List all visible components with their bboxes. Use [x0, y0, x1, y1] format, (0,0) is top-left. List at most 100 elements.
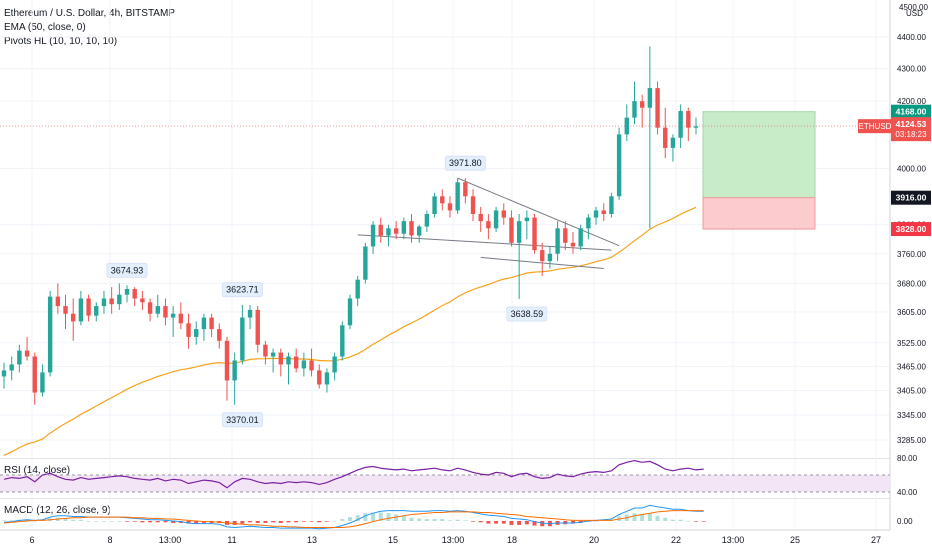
current-price-badge: 4124.53: [896, 119, 927, 129]
candle-body: [71, 313, 76, 322]
candle-body: [386, 228, 391, 236]
candle-body: [547, 253, 553, 262]
macd-histogram-bar: [355, 515, 360, 521]
pivot-label-2: 3370.01: [226, 415, 259, 425]
macd-histogram-bar: [294, 521, 299, 523]
candle-body: [393, 228, 399, 234]
candle-body: [278, 352, 283, 365]
candle-body: [147, 302, 153, 314]
candle-body: [47, 296, 53, 373]
macd-histogram-bar: [148, 521, 153, 523]
macd-histogram-bar: [486, 521, 491, 524]
rsi-pane-separator[interactable]: [0, 458, 890, 459]
macd-histogram-bar: [701, 521, 706, 522]
price-tick-label-12: 3285.00: [897, 436, 926, 445]
pivots-legend[interactable]: Pivots HL (10, 10, 10, 10): [4, 36, 118, 47]
time-tick-label-8: 20: [589, 535, 599, 545]
candle-body: [270, 352, 276, 357]
countdown-badge: 03:18:23: [895, 130, 927, 139]
macd-histogram-bar: [94, 521, 99, 522]
candle-body: [409, 221, 414, 236]
macd-histogram-bar: [125, 521, 130, 522]
macd-histogram-bar: [401, 515, 406, 521]
time-tick-label-7: 18: [507, 535, 517, 545]
macd-histogram-bar: [494, 521, 499, 524]
candle-body: [532, 217, 537, 251]
candle-body: [432, 196, 437, 214]
candle-body: [170, 313, 176, 318]
candle-body: [509, 217, 514, 243]
candle-body: [655, 88, 660, 128]
candle-body: [286, 356, 291, 365]
macd-histogram-bar: [9, 520, 14, 521]
macd-histogram-bar: [63, 518, 68, 521]
candle-body: [332, 356, 337, 373]
time-tick-label-6: 13:00: [442, 535, 465, 545]
macd-histogram-bar: [440, 519, 445, 521]
macd-histogram-bar: [409, 517, 414, 521]
macd-histogram-bar: [686, 521, 691, 522]
price-tick-label-8: 3525.00: [897, 339, 926, 348]
candle-body: [424, 213, 430, 227]
rsi-legend[interactable]: RSI (14, close): [4, 465, 71, 476]
macd-histogram-bar: [371, 512, 376, 521]
symbol-badge-bg: [858, 119, 892, 134]
candle-body: [224, 340, 230, 381]
macd-legend[interactable]: MACD (12, 26, close, 9): [4, 505, 111, 516]
candle-body: [124, 289, 130, 295]
candle-body: [486, 221, 491, 229]
macd-histogram-bar: [232, 521, 237, 525]
macd-histogram-bar: [25, 519, 30, 521]
stop-price-badge-bg: [891, 222, 931, 237]
macd-histogram-bar: [509, 521, 514, 525]
ema-legend[interactable]: EMA (50, close, 0): [4, 22, 86, 33]
stop-price-badge: 3828.00: [896, 224, 927, 234]
macd-histogram-bar: [2, 520, 6, 521]
candle-body: [639, 101, 645, 108]
candle-body: [663, 127, 668, 148]
time-tick-label-5: 15: [388, 535, 398, 545]
candle-body: [601, 210, 606, 214]
macd-histogram-bar: [424, 519, 429, 521]
candle-body: [570, 242, 576, 247]
macd-pane-separator[interactable]: [0, 498, 890, 499]
pivot-label-box-1: [221, 282, 263, 298]
candle-body: [17, 350, 22, 365]
pivot-label-4: 3638.59: [511, 309, 544, 319]
candle-body: [470, 196, 476, 214]
time-tick-label-0: 6: [29, 535, 34, 545]
macd-histogram-bar: [155, 521, 160, 523]
trendline-0: [357, 234, 612, 251]
candle-body: [178, 313, 184, 324]
price-tick-label-0: 4400.00: [897, 33, 926, 42]
candle-body: [232, 360, 237, 381]
price-tick-label-5: 3760.00: [897, 250, 926, 259]
price-tick-label-2: 4200.00: [897, 97, 926, 106]
rsi-line: [3, 459, 704, 489]
candle-body: [86, 298, 91, 316]
target-price-badge-bg: [891, 104, 931, 119]
candle-body: [78, 298, 84, 322]
macd-histogram-bar: [678, 519, 683, 521]
macd-histogram-bar: [540, 521, 545, 527]
candle-body: [201, 317, 207, 330]
time-tick-label-4: 13: [307, 535, 317, 545]
target-price-badge: 4168.00: [896, 107, 927, 117]
candle-body: [609, 196, 614, 214]
loss-zone: [702, 197, 816, 230]
macd-histogram-bar: [132, 521, 137, 522]
macd-histogram-bar: [386, 513, 391, 521]
macd-histogram-bar: [309, 521, 314, 522]
symbol-title[interactable]: Ethereum / U.S. Dollar, 4h, BITSTAMP: [4, 8, 175, 19]
candle-body: [117, 294, 122, 305]
time-tick-label-11: 25: [790, 535, 800, 545]
candle-body: [632, 101, 637, 118]
macd-histogram-bar: [417, 518, 422, 521]
macd-histogram-bar: [255, 521, 260, 523]
macd-histogram-bar: [263, 521, 268, 523]
candle-body: [355, 279, 360, 299]
macd-histogram-bar: [670, 519, 675, 521]
candle-body: [209, 317, 214, 330]
price-tick-label-6: 3680.00: [897, 279, 926, 288]
